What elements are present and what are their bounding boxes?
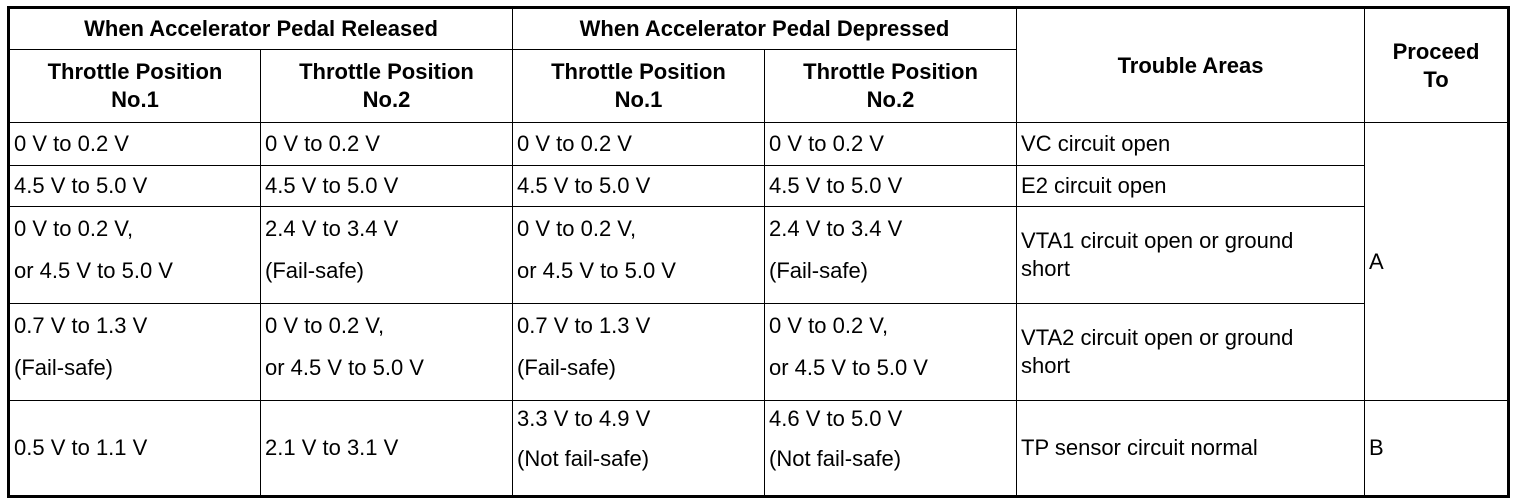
cell-line: 0 V to 0.2 V, — [769, 313, 889, 338]
header-tp1-line1: Throttle Position — [551, 59, 726, 84]
cell-depressed-tp2: 4.5 V to 5.0 V — [763, 165, 1018, 207]
cell-line: or 4.5 V to 5.0 V — [769, 355, 928, 380]
header-proceed-line2: To — [1423, 66, 1449, 92]
cell-released-tp1: 0 V to 0.2 V, or 4.5 V to 5.0 V — [8, 206, 261, 304]
cell-proceed-a: A — [1364, 122, 1510, 401]
cell-line: VTA2 circuit open or ground — [1021, 325, 1294, 350]
header-released-tp1: Throttle Position No.1 — [8, 49, 261, 123]
cell-released-tp2: 2.4 V to 3.4 V (Fail-safe) — [260, 206, 513, 304]
cell-released-tp2: 4.5 V to 5.0 V — [260, 165, 513, 207]
header-tp2-line1: Throttle Position — [803, 59, 978, 84]
header-tp1-line2: No.1 — [614, 87, 663, 112]
cell-released-tp2: 2.1 V to 3.1 V — [260, 400, 513, 497]
cell-line: 0 V to 0.2 V, — [14, 216, 134, 241]
table-row: 0 V to 0.2 V, or 4.5 V to 5.0 V 2.4 V to… — [8, 206, 1509, 304]
header-depressed-tp2: Throttle Position No.2 — [763, 49, 1018, 123]
header-tp1-line2: No.1 — [111, 87, 159, 112]
cell-depressed-tp2: 2.4 V to 3.4 V (Fail-safe) — [763, 206, 1018, 304]
cell-depressed-tp2: 0 V to 0.2 V — [763, 122, 1018, 166]
header-depressed-tp1: Throttle Position No.1 — [512, 49, 765, 123]
header-trouble-areas: Trouble Areas — [1016, 7, 1366, 123]
cell-line: (Not fail-safe) — [769, 446, 902, 471]
cell-trouble-area: E2 circuit open — [1016, 165, 1366, 207]
cell-depressed-tp1: 0.7 V to 1.3 V (Fail-safe) — [512, 303, 765, 401]
cell-depressed-tp1: 3.3 V to 4.9 V (Not fail-safe) — [512, 400, 765, 497]
cell-line: or 4.5 V to 5.0 V — [14, 258, 173, 283]
cell-trouble-area: TP sensor circuit normal — [1016, 400, 1366, 497]
cell-proceed-b: B — [1364, 400, 1510, 497]
cell-depressed-tp2: 4.6 V to 5.0 V (Not fail-safe) — [763, 400, 1018, 497]
cell-released-tp1: 0.5 V to 1.1 V — [8, 400, 261, 497]
header-pedal-released: When Accelerator Pedal Released — [8, 7, 513, 50]
header-tp2-line1: Throttle Position — [299, 59, 474, 84]
cell-released-tp2: 0 V to 0.2 V, or 4.5 V to 5.0 V — [260, 303, 513, 401]
cell-trouble-area: VTA2 circuit open or ground short — [1016, 303, 1366, 401]
cell-line: 2.4 V to 3.4 V — [265, 216, 399, 241]
cell-line: or 4.5 V to 5.0 V — [517, 258, 676, 283]
cell-released-tp1: 0.7 V to 1.3 V (Fail-safe) — [8, 303, 261, 401]
cell-released-tp1: 0 V to 0.2 V — [8, 122, 261, 166]
cell-released-tp2: 0 V to 0.2 V — [260, 122, 513, 166]
diagnostic-table: When Accelerator Pedal Released When Acc… — [7, 6, 1511, 498]
cell-line: (Fail-safe) — [265, 258, 365, 283]
cell-depressed-tp2: 0 V to 0.2 V, or 4.5 V to 5.0 V — [763, 303, 1018, 401]
cell-line: 0.7 V to 1.3 V — [14, 313, 148, 338]
header-pedal-depressed: When Accelerator Pedal Depressed — [511, 7, 1018, 50]
header-tp2-line2: No.2 — [362, 87, 411, 112]
cell-depressed-tp1: 0 V to 0.2 V — [512, 122, 765, 166]
cell-line: 2.4 V to 3.4 V — [769, 216, 903, 241]
cell-line: 4.6 V to 5.0 V — [769, 406, 903, 431]
cell-depressed-tp1: 0 V to 0.2 V, or 4.5 V to 5.0 V — [512, 206, 765, 304]
cell-line: (Fail-safe) — [769, 258, 869, 283]
table-row: 0.7 V to 1.3 V (Fail-safe) 0 V to 0.2 V,… — [8, 303, 1509, 401]
header-tp2-line2: No.2 — [866, 87, 915, 112]
header-proceed-to: Proceed To — [1364, 7, 1510, 123]
cell-line: (Not fail-safe) — [517, 446, 650, 471]
cell-line: (Fail-safe) — [517, 355, 617, 380]
cell-line: 0 V to 0.2 V, — [265, 313, 385, 338]
cell-line: 3.3 V to 4.9 V — [517, 406, 651, 431]
cell-line: VTA1 circuit open or ground — [1021, 228, 1294, 253]
table-row: 0 V to 0.2 V 0 V to 0.2 V 0 V to 0.2 V 0… — [8, 122, 1510, 401]
cell-line: short — [1021, 256, 1070, 281]
table-row: 4.5 V to 5.0 V 4.5 V to 5.0 V 4.5 V to 5… — [8, 165, 1509, 207]
header-released-tp2: Throttle Position No.2 — [260, 49, 513, 123]
cell-line: 0 V to 0.2 V, — [517, 216, 637, 241]
table-row: 0.5 V to 1.1 V 2.1 V to 3.1 V 3.3 V to 4… — [8, 400, 1510, 497]
cell-line: or 4.5 V to 5.0 V — [265, 355, 424, 380]
header-tp1-line1: Throttle Position — [47, 59, 223, 84]
cell-released-tp1: 4.5 V to 5.0 V — [8, 165, 261, 207]
header-proceed-line1: Proceed — [1392, 38, 1480, 64]
cell-depressed-tp1: 4.5 V to 5.0 V — [512, 165, 765, 207]
cell-trouble-area: VC circuit open — [1016, 122, 1366, 166]
cell-line: short — [1021, 353, 1070, 378]
cell-trouble-area: VTA1 circuit open or ground short — [1016, 206, 1366, 304]
cell-line: 0.7 V to 1.3 V — [517, 313, 651, 338]
cell-line: (Fail-safe) — [14, 355, 114, 380]
